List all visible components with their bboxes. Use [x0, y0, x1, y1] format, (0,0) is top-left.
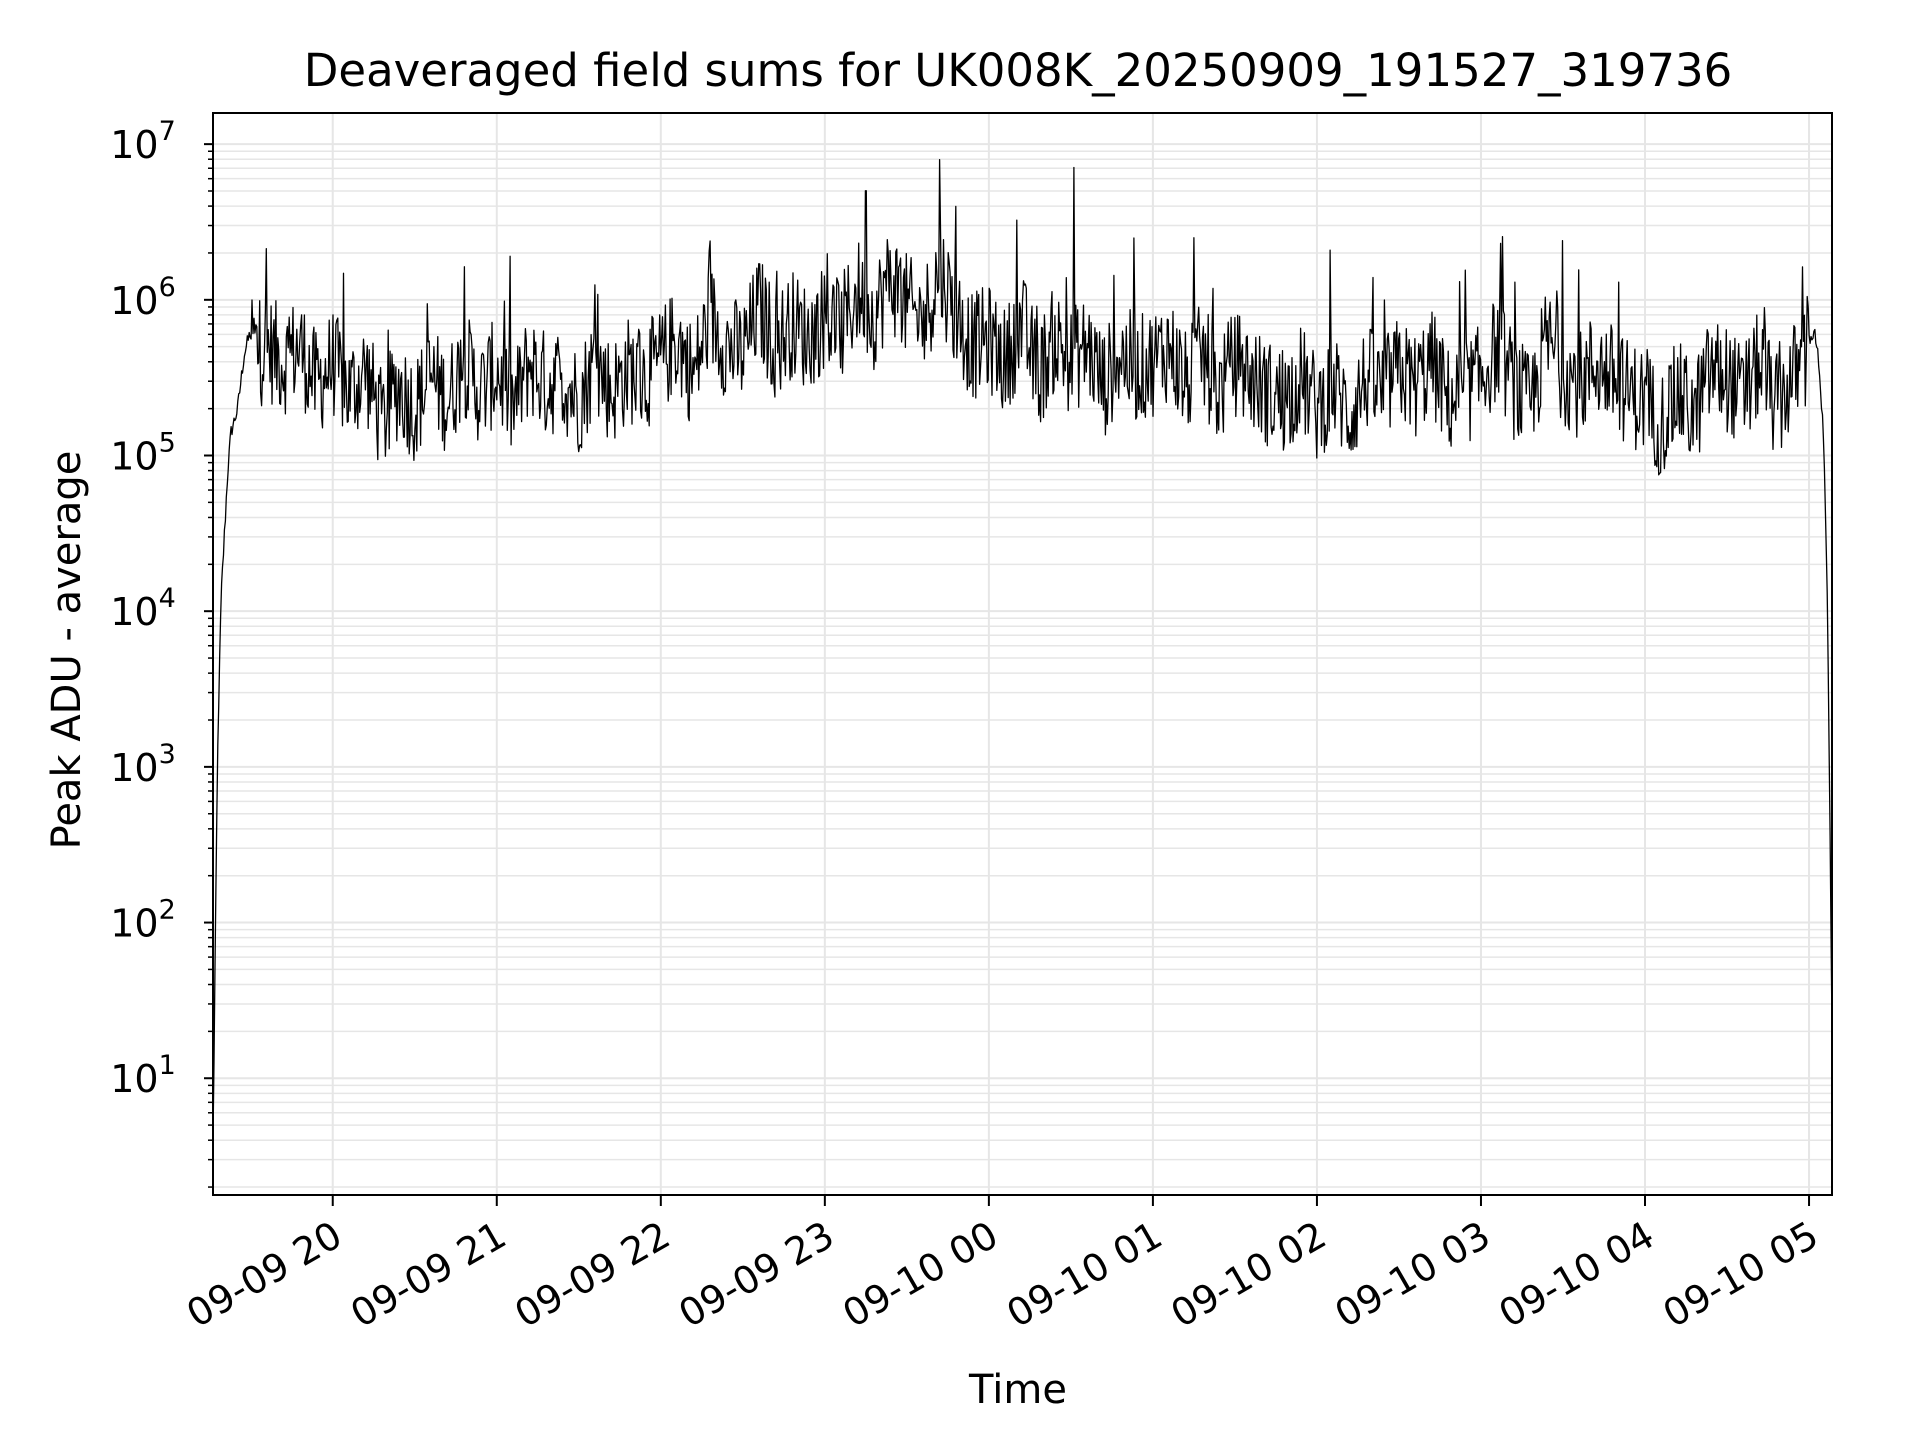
y-tick-label: 103 [110, 739, 176, 790]
y-tick-label: 107 [110, 116, 176, 167]
x-tick-label: 09-09 21 [343, 1213, 513, 1337]
x-tick-label: 09-09 20 [179, 1213, 349, 1337]
x-tick-label: 09-10 02 [1163, 1213, 1333, 1337]
x-tick-label: 09-10 05 [1656, 1213, 1826, 1337]
x-tick-label: 09-10 04 [1492, 1213, 1662, 1337]
x-tick-label: 09-09 22 [507, 1213, 677, 1337]
grid [213, 113, 1832, 1195]
x-axis-label: Time [968, 1367, 1067, 1413]
y-axis-ticks: 101 102 103 104 105 106 107 [110, 116, 213, 1188]
y-tick-label: 104 [110, 583, 176, 634]
y-tick-label: 102 [110, 895, 176, 946]
x-tick-label: 09-10 00 [835, 1213, 1005, 1337]
y-tick-label: 101 [110, 1050, 176, 1101]
y-tick-label: 105 [110, 428, 176, 479]
x-tick-label: 09-09 23 [671, 1213, 841, 1337]
series-line-layer [212, 159, 1833, 1139]
chart-title: Deaveraged field sums for UK008K_2025090… [304, 44, 1733, 97]
series-line [212, 159, 1833, 1139]
x-tick-label: 09-10 01 [999, 1213, 1169, 1337]
y-tick-label: 106 [110, 272, 176, 323]
x-tick-label: 09-10 03 [1328, 1213, 1498, 1337]
y-axis-label: Peak ADU - average [44, 451, 90, 850]
plot-frame [212, 112, 1833, 1196]
